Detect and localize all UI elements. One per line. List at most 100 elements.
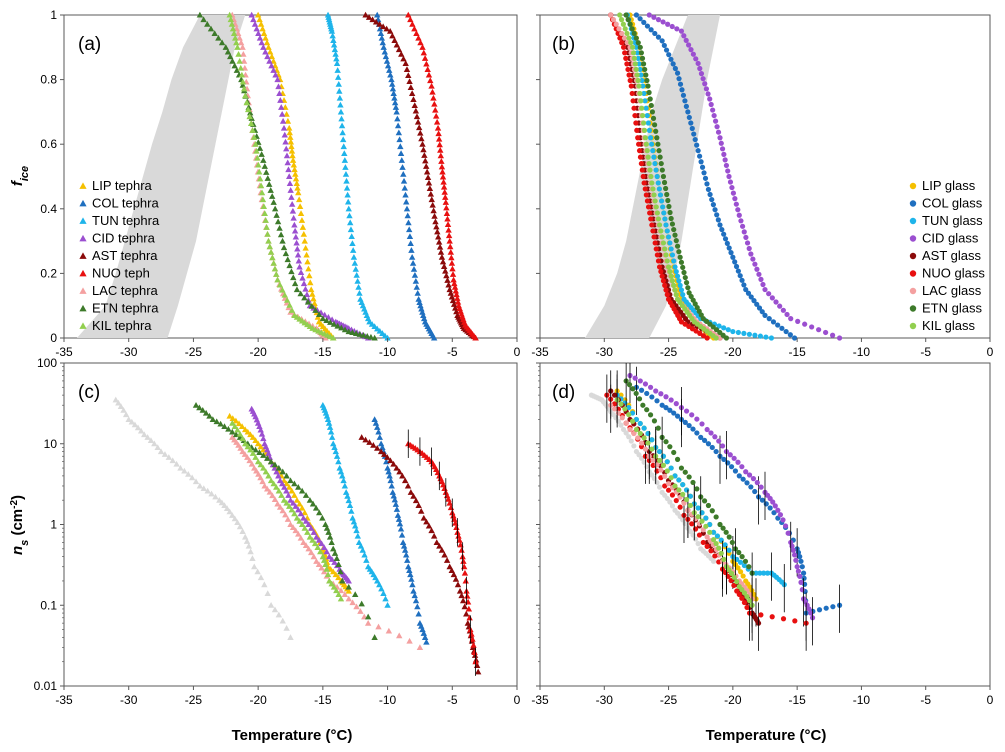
data-point <box>644 464 650 470</box>
panel-a-plot <box>76 11 479 341</box>
data-point <box>304 298 312 305</box>
data-point <box>739 277 745 283</box>
x-tick-label: -10 <box>853 345 871 359</box>
x-tick-label: -25 <box>185 693 203 707</box>
data-point <box>655 180 661 186</box>
data-point <box>611 406 618 412</box>
data-point <box>456 587 464 594</box>
data-point <box>256 34 264 41</box>
data-point <box>448 254 455 261</box>
data-point <box>769 614 775 620</box>
data-point <box>337 595 345 602</box>
data-point <box>808 610 814 616</box>
x-axis-title-left: Temperature (°C) <box>232 727 353 744</box>
data-point <box>816 327 822 333</box>
data-point <box>288 147 296 154</box>
data-point <box>662 246 668 252</box>
data-point <box>667 499 673 505</box>
data-point <box>421 152 428 158</box>
data-point <box>245 542 253 549</box>
data-point <box>257 182 265 189</box>
data-point <box>202 409 210 416</box>
data-point <box>364 332 371 339</box>
data-point <box>762 312 768 318</box>
data-point <box>443 210 451 216</box>
data-point <box>719 146 726 152</box>
data-point <box>648 216 654 222</box>
data-point <box>383 57 391 64</box>
series-col <box>633 12 798 341</box>
data-point <box>315 536 323 543</box>
data-point <box>651 154 657 160</box>
data-point <box>271 606 279 613</box>
data-point <box>173 460 180 467</box>
legend-marker <box>79 217 87 224</box>
data-point <box>291 280 299 287</box>
data-point <box>634 50 640 56</box>
data-point <box>425 71 433 78</box>
data-point <box>465 605 473 612</box>
data-point <box>413 284 420 290</box>
data-point <box>218 39 226 46</box>
data-point <box>469 635 476 642</box>
data-point <box>280 496 288 503</box>
data-point <box>726 173 732 180</box>
data-point <box>650 457 656 463</box>
series-nuo <box>405 11 479 341</box>
data-point <box>384 602 391 608</box>
data-point <box>665 481 672 487</box>
data-point <box>299 274 306 281</box>
data-point <box>658 391 664 397</box>
data-point <box>117 403 125 409</box>
data-point <box>270 67 277 73</box>
data-point <box>240 85 248 92</box>
data-point <box>714 124 720 130</box>
data-point <box>374 11 381 18</box>
data-point <box>654 210 660 216</box>
data-point <box>689 412 695 418</box>
panel-c-plot <box>112 396 482 676</box>
data-point <box>623 12 629 18</box>
data-point <box>414 603 421 610</box>
data-point <box>239 435 246 442</box>
data-point <box>783 328 789 335</box>
legend-label: CID glass <box>922 231 979 246</box>
data-point <box>247 548 254 555</box>
data-point <box>733 201 739 207</box>
data-point <box>295 530 302 537</box>
data-point <box>407 571 414 578</box>
data-point <box>200 16 207 23</box>
panel-a-tag: (a) <box>78 34 101 55</box>
data-point <box>352 330 360 336</box>
data-point <box>816 607 823 613</box>
data-point <box>754 301 760 307</box>
data-point <box>611 392 618 398</box>
data-point <box>256 175 264 182</box>
data-point <box>768 335 775 341</box>
data-point <box>283 145 290 152</box>
data-point <box>746 472 753 478</box>
data-point <box>659 402 665 408</box>
data-point <box>445 281 452 288</box>
data-point <box>664 292 670 298</box>
data-point <box>704 181 710 187</box>
data-point <box>449 265 456 272</box>
data-point <box>438 158 445 164</box>
data-point <box>705 91 711 97</box>
panel-a-frame <box>63 14 518 339</box>
data-point <box>454 295 461 301</box>
data-point <box>721 151 727 157</box>
data-point <box>662 483 668 489</box>
data-point <box>780 307 786 313</box>
data-point <box>347 226 355 233</box>
data-point <box>260 44 267 50</box>
data-point <box>795 568 802 574</box>
data-point <box>676 76 682 82</box>
data-point <box>435 233 442 240</box>
data-point <box>326 553 333 560</box>
data-point <box>358 600 365 607</box>
data-point <box>448 293 456 300</box>
data-point <box>310 553 317 560</box>
x-axis-title-right: Temperature (°C) <box>706 727 827 744</box>
data-point <box>713 448 719 455</box>
